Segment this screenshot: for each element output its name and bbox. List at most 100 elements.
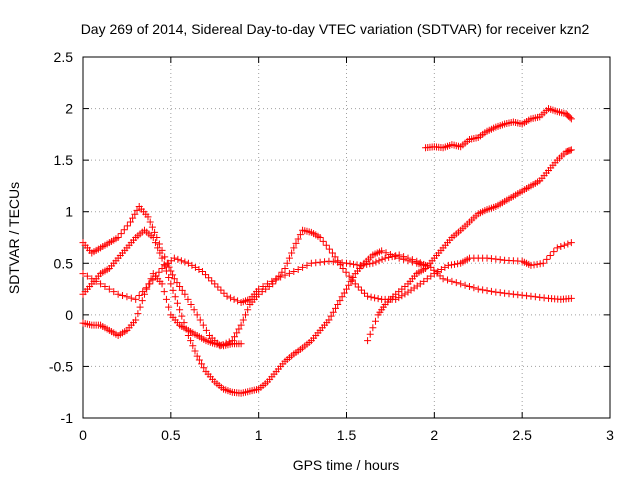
data-point xyxy=(83,272,91,280)
data-point xyxy=(165,303,173,311)
data-point xyxy=(434,268,442,276)
data-point xyxy=(325,316,333,324)
data-point xyxy=(144,213,152,221)
y-tick-label: 2 xyxy=(65,101,73,117)
data-point xyxy=(285,269,293,277)
data-point xyxy=(430,270,438,278)
data-point xyxy=(527,292,535,300)
data-point xyxy=(190,306,198,314)
data-point xyxy=(343,285,350,293)
data-point xyxy=(176,282,184,290)
data-point xyxy=(169,271,177,279)
data-point xyxy=(132,316,140,324)
data-point xyxy=(567,239,575,247)
data-point xyxy=(202,326,210,334)
data-point xyxy=(353,261,361,269)
data-point xyxy=(523,292,531,300)
data-point xyxy=(457,280,465,288)
data-point xyxy=(135,292,143,300)
data-point xyxy=(550,248,558,256)
data-point xyxy=(105,285,113,293)
data-point xyxy=(540,294,548,302)
data-point xyxy=(133,206,141,214)
data-point xyxy=(350,260,358,268)
data-point xyxy=(288,249,296,257)
data-point xyxy=(553,244,561,252)
data-point xyxy=(202,271,210,279)
data-point xyxy=(138,297,146,305)
data-point xyxy=(258,288,266,296)
data-point xyxy=(325,245,333,253)
data-point xyxy=(566,114,574,122)
data-point xyxy=(208,277,216,285)
data-point xyxy=(325,257,333,265)
data-point xyxy=(391,252,399,260)
data-point xyxy=(505,290,513,298)
data-point xyxy=(148,223,156,231)
data-point xyxy=(170,254,178,262)
data-point xyxy=(227,294,235,302)
data-point xyxy=(193,352,201,360)
data-point xyxy=(147,275,155,283)
data-point xyxy=(149,276,157,284)
data-point xyxy=(366,330,374,338)
data-point xyxy=(272,276,280,284)
data-point xyxy=(392,252,400,260)
y-axis-label: SDTVAR / TECUs xyxy=(6,182,22,294)
data-point xyxy=(146,218,154,226)
data-point xyxy=(470,284,478,292)
data-point xyxy=(371,317,379,325)
data-point xyxy=(382,249,390,257)
data-point xyxy=(171,293,179,301)
data-point xyxy=(496,289,504,297)
data-point xyxy=(237,321,245,329)
data-point xyxy=(235,325,243,333)
data-point xyxy=(117,230,125,238)
data-point xyxy=(132,295,140,303)
data-point xyxy=(420,277,428,285)
data-point xyxy=(400,255,408,263)
data-point xyxy=(217,286,225,294)
data-point xyxy=(79,270,87,278)
y-tick-labels: -1 -0.5 0 0.5 1 1.5 2 2.5 xyxy=(49,49,73,426)
series-track-f xyxy=(422,105,575,152)
data-point xyxy=(198,360,206,368)
data-point xyxy=(110,288,118,296)
data-point xyxy=(290,268,298,276)
data-point xyxy=(156,249,164,257)
data-point xyxy=(423,275,431,283)
data-point xyxy=(233,329,241,337)
data-point xyxy=(381,254,389,262)
data-point xyxy=(198,268,206,276)
data-point xyxy=(349,273,357,281)
data-point xyxy=(163,259,171,267)
x-tick-label: 0 xyxy=(79,427,87,443)
data-point xyxy=(120,226,128,234)
data-point xyxy=(339,264,347,272)
x-tick-label: 2 xyxy=(430,427,438,443)
data-point xyxy=(155,268,163,276)
data-point xyxy=(169,286,177,294)
data-point xyxy=(285,254,293,262)
data-point xyxy=(119,292,127,300)
data-point xyxy=(531,293,539,301)
data-point xyxy=(191,263,199,271)
data-point xyxy=(114,234,122,241)
data-point xyxy=(230,295,238,303)
series-track-c xyxy=(79,226,430,397)
data-point xyxy=(539,259,547,267)
data-point xyxy=(492,255,500,263)
y-tick-label: -1 xyxy=(61,410,74,426)
data-point xyxy=(509,290,517,298)
x-tick-labels: 0 0.5 1 1.5 2 2.5 3 xyxy=(79,427,614,443)
data-point xyxy=(334,257,342,265)
data-point xyxy=(329,308,337,316)
data-point xyxy=(177,257,185,265)
data-point xyxy=(303,261,311,269)
data-point xyxy=(181,290,189,298)
data-point xyxy=(329,258,337,266)
data-point xyxy=(160,261,168,269)
data-point xyxy=(567,115,575,123)
data-point xyxy=(533,260,541,268)
data-point xyxy=(187,337,195,345)
